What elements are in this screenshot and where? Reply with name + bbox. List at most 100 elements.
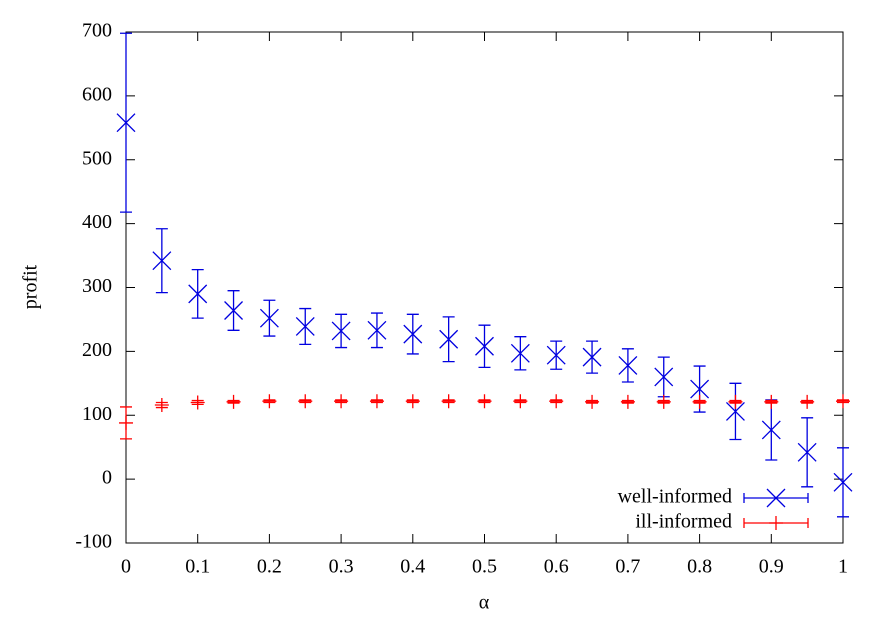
marker-shape [334,394,349,409]
marker [331,321,351,341]
marker [725,401,745,421]
marker-shape [190,395,205,410]
marker [154,398,169,413]
marker [188,284,208,304]
marker [116,113,136,133]
marker-shape [546,345,566,365]
marker-shape [154,398,169,413]
marker [405,394,420,409]
marker-shape [475,336,494,356]
marker [836,394,850,409]
legend-marker [769,516,783,530]
marker [367,320,387,340]
marker-shape [797,442,817,462]
x-tick-label: 0.2 [257,556,282,578]
marker [620,394,635,409]
marker [475,336,494,356]
marker [585,394,600,409]
marker [439,329,459,349]
y-tick-label: 300 [82,275,112,297]
marker [761,420,781,440]
y-tick-label: -100 [75,531,112,553]
marker [295,317,315,336]
marker-shape [405,394,420,409]
marker [510,343,530,363]
marker [259,308,279,328]
marker-shape [582,347,602,367]
marker [690,379,710,399]
marker-shape [369,394,384,409]
legend-marker [766,488,786,508]
marker-shape [761,420,781,440]
marker-shape [298,394,313,409]
marker-shape [585,394,600,409]
marker-shape [728,394,743,409]
marker [833,472,853,492]
y-tick-label: 200 [82,339,112,361]
marker-shape [295,317,315,336]
marker [618,355,638,375]
marker [797,442,817,462]
marker [477,394,492,409]
x-tick-label: 1 [838,556,848,578]
legend-label: well-informed [618,486,732,508]
marker [369,394,384,409]
x-tick-label: 0.7 [615,556,640,578]
marker [441,394,456,409]
y-tick-label: 500 [82,147,112,169]
marker [513,394,528,409]
marker [224,301,244,320]
marker [764,394,779,409]
marker [728,394,743,409]
marker-shape [116,113,136,133]
marker [226,394,241,409]
y-tick-label: 600 [82,83,112,105]
marker [403,324,423,344]
marker-shape [656,394,671,409]
marker [654,367,674,387]
marker-shape [188,284,208,304]
marker-shape [513,394,528,409]
marker-shape [618,355,638,375]
marker-shape [441,394,456,409]
marker-shape [119,415,133,430]
marker-shape [259,308,279,328]
marker [334,394,349,409]
marker-shape [654,367,674,387]
marker-shape [836,394,850,409]
marker-shape [477,394,492,409]
marker [582,347,602,367]
marker-shape [800,394,815,409]
x-tick-label: 0.4 [400,556,425,578]
x-tick-label: 0.1 [185,556,210,578]
marker-shape [725,401,745,421]
legend-label: ill-informed [635,511,732,533]
x-tick-label: 0.3 [329,556,354,578]
y-tick-label: 100 [82,403,112,425]
marker-shape [439,329,459,349]
x-tick-label: 0.5 [472,556,497,578]
plot-frame [125,31,844,544]
marker-shape [152,251,172,271]
y-tick-label: 400 [82,211,112,233]
y-tick-label: 0 [102,467,112,489]
marker [656,394,671,409]
marker [262,394,277,409]
y-axis-label: profit [20,264,42,309]
y-tick-label: 700 [82,20,112,42]
marker-shape [331,321,351,341]
x-tick-label: 0.6 [544,556,569,578]
marker [152,251,172,271]
marker-shape [690,379,710,399]
marker-shape [403,324,423,344]
marker [692,394,707,409]
x-tick-label: 0 [121,556,131,578]
x-tick-label: 0.8 [687,556,712,578]
marker-shape [766,488,786,508]
x-axis-label: α [479,592,490,614]
marker-shape [769,516,783,530]
marker [800,394,815,409]
marker-shape [226,394,241,409]
marker [549,394,564,409]
